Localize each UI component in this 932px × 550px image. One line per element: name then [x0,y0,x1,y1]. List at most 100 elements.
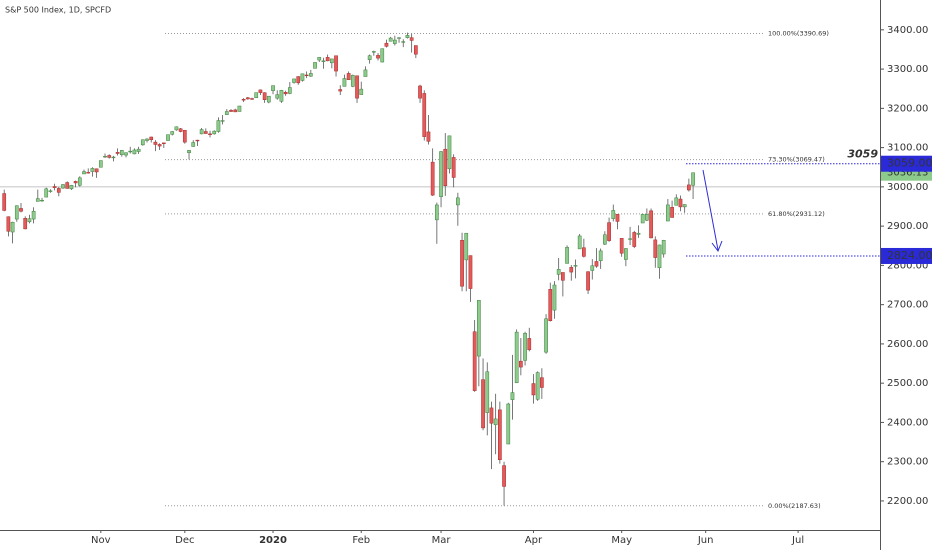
candle-body [649,210,653,239]
candle-body [166,134,170,141]
candle-body [531,383,536,396]
candle-body [342,78,347,87]
candle-body [477,300,481,357]
candle-body [653,239,658,258]
candle-body [413,45,418,55]
candle-body [422,93,427,137]
chart-title: S&P 500 Index, 1D, SPCFD [5,6,111,15]
candle-body [468,255,473,289]
candle-body [456,197,460,206]
fib-label: 61.80%(2931.12) [768,210,825,218]
x-tick-label: Mar [432,535,452,546]
candle-body [157,144,162,147]
candle-body [682,204,687,208]
candle-body [136,148,141,152]
candle-body [636,232,641,235]
candle-body [245,97,250,100]
x-tick-label: 2020 [259,535,287,546]
candle-body [329,58,334,64]
candle-body [367,55,372,60]
candle-body [31,210,36,220]
candle-body [426,131,431,142]
candle-body [493,418,498,426]
level-tag-label: 3059.00 [887,157,932,170]
candle-body [363,69,368,77]
candle-body [603,234,607,245]
candle-body [380,48,385,63]
candle-body [254,92,259,99]
candle-body [556,269,561,275]
candle-body [94,168,99,173]
candle-body [14,205,19,220]
candle-body [388,37,393,42]
candle-body [485,371,490,413]
candle-body [313,62,317,69]
fib-label: 0.00%(2187.63) [768,502,821,510]
y-tick-label: 2200.00 [887,496,928,507]
candle-body [182,130,187,143]
candle-body [371,51,376,53]
candle-body [502,465,506,487]
candle-body [153,141,158,145]
candle-body [203,131,208,134]
candle-body [191,142,196,147]
candle-body [409,37,414,41]
candle-body [464,232,469,261]
candle-body [266,95,271,103]
candle-body [460,240,464,287]
y-tick-label: 3400.00 [887,25,928,36]
candle-body [451,157,456,178]
candle-body [208,133,212,135]
candle-body [115,152,120,154]
candle-body [619,238,624,254]
candle-body [628,238,632,240]
y-tick-label: 2300.00 [887,457,928,468]
candle-body [292,78,296,83]
candle-body [640,214,645,224]
candle-body [174,126,179,131]
candle-body [535,372,540,400]
y-tick-label: 3100.00 [887,143,928,154]
candle-body [170,131,175,135]
candle-body [124,152,128,156]
candle-body [670,207,674,218]
candle-body [687,184,691,191]
candle-body [2,193,7,211]
candle-body [61,184,65,189]
candle-body [586,271,590,291]
candle-body [98,160,103,168]
y-tick-label: 3200.00 [887,103,928,114]
candle-body [52,186,57,188]
candle-body [573,265,578,267]
candle-body [577,235,582,250]
candle-body [632,232,637,247]
candle-body [241,99,246,101]
y-tick-label: 2400.00 [887,417,928,428]
candle-body [346,73,351,80]
y-tick-label: 2500.00 [887,378,928,389]
candle-body [23,218,28,230]
y-tick-label: 2800.00 [887,260,928,271]
candle-body [594,261,599,267]
candle-body [107,155,112,158]
x-tick-label: Feb [352,535,370,546]
candle-body [48,190,53,192]
candle-body [548,289,553,321]
candle-body [283,92,288,95]
candle-body [611,210,616,219]
candle-body [27,218,32,223]
candle-body [308,73,313,77]
candle-body [321,60,326,62]
candle-body [514,331,519,384]
candle-body [229,110,233,112]
candle-body [678,198,683,208]
candle-body [65,182,70,189]
candle-body [233,109,238,113]
candle-body [199,129,204,135]
candle-body [376,55,380,59]
candle-body [674,197,679,206]
candle-body [691,172,695,186]
candle-body [590,265,595,271]
candle-body [149,136,154,141]
